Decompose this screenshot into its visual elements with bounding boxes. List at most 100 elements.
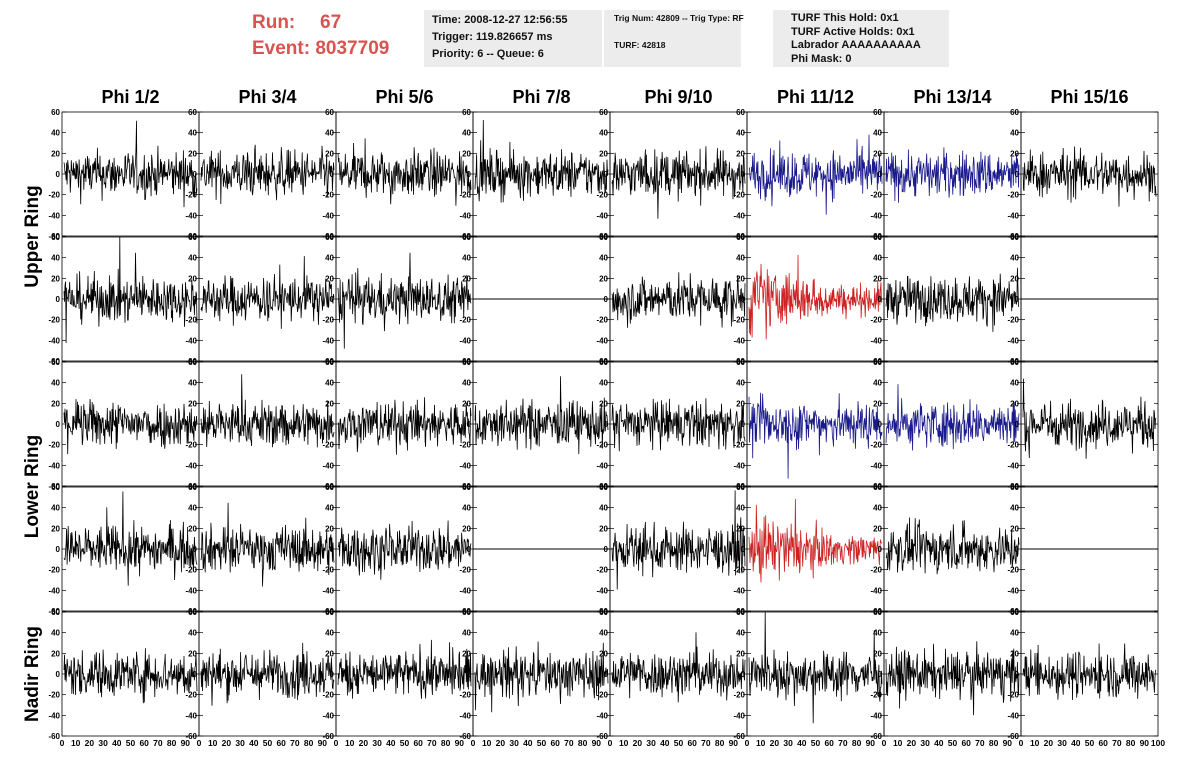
x-tick-label: 60	[413, 738, 423, 748]
y-tick-label: 40	[873, 129, 882, 138]
y-tick-label: 20	[325, 524, 334, 533]
y-tick-label: 20	[599, 399, 608, 408]
y-tick-label: 60	[325, 358, 334, 367]
waveform-trace	[200, 256, 335, 329]
y-tick-label: -20	[870, 441, 882, 450]
y-tick-label: 40	[736, 129, 745, 138]
y-tick-label: -60	[870, 607, 882, 616]
waveform-trace	[1022, 146, 1157, 207]
y-tick-label: 60	[1010, 108, 1019, 117]
y-tick-label: 40	[462, 379, 471, 388]
y-tick-label: 20	[1010, 274, 1019, 283]
time-text: Time: 2008-12-27 12:56:55	[432, 14, 568, 26]
waveform-trace	[63, 236, 198, 344]
y-tick-label: 20	[188, 649, 197, 658]
y-tick-label: 20	[599, 649, 608, 658]
y-tick-label: -60	[733, 482, 745, 491]
waveform-panel	[746, 361, 885, 487]
y-tick-label: 60	[1010, 483, 1019, 492]
y-tick-label: -60	[459, 607, 471, 616]
y-tick-label: -40	[870, 711, 882, 720]
x-tick-label: 10	[482, 738, 492, 748]
x-tick-label: 30	[98, 738, 108, 748]
y-tick-label: 0	[56, 420, 61, 429]
x-tick-label: 10	[756, 738, 766, 748]
x-tick-label: 30	[372, 738, 382, 748]
y-tick-label: -60	[322, 607, 334, 616]
y-tick-label: -60	[1007, 232, 1019, 241]
x-tick-label: 60	[550, 738, 560, 748]
y-tick-label: 0	[330, 420, 335, 429]
y-tick-label: 40	[736, 254, 745, 263]
y-tick-label: 0	[741, 295, 746, 304]
y-tick-label: -40	[596, 711, 608, 720]
y-tick-label: 40	[1010, 379, 1019, 388]
y-tick-label: -40	[1007, 461, 1019, 470]
y-tick-label: 40	[188, 629, 197, 638]
y-tick-label: 40	[188, 254, 197, 263]
column-header: Phi 7/8	[512, 87, 570, 107]
y-tick-label: 0	[1015, 545, 1020, 554]
y-tick-label: 0	[1015, 295, 1020, 304]
y-tick-label: 0	[604, 170, 609, 179]
x-tick-label: 40	[660, 738, 670, 748]
y-tick-label: -40	[322, 711, 334, 720]
y-tick-label: -60	[596, 357, 608, 366]
y-tick-label: 20	[325, 649, 334, 658]
y-tick-label: 60	[325, 483, 334, 492]
y-tick-label: 0	[878, 670, 883, 679]
y-tick-label: 40	[1010, 504, 1019, 513]
y-tick-label: 20	[462, 524, 471, 533]
x-tick-label: 70	[153, 738, 163, 748]
y-tick-label: 40	[1010, 129, 1019, 138]
y-tick-label: -40	[459, 211, 471, 220]
y-tick-label: 20	[873, 274, 882, 283]
waveform-trace	[885, 641, 1020, 716]
y-tick-label: -40	[733, 711, 745, 720]
waveform-panel	[61, 111, 200, 237]
waveform-trace	[1022, 378, 1157, 459]
y-tick-label: 0	[467, 670, 472, 679]
y-tick-label: 40	[188, 504, 197, 513]
y-tick-label: 60	[462, 233, 471, 242]
y-tick-label: 40	[736, 504, 745, 513]
x-tick-label: 40	[249, 738, 259, 748]
waveform-trace	[748, 134, 883, 215]
y-tick-label: 40	[1010, 629, 1019, 638]
y-tick-label: -40	[1007, 711, 1019, 720]
x-tick-label: 20	[85, 738, 95, 748]
y-tick-label: -20	[459, 566, 471, 575]
y-tick-label: 20	[599, 524, 608, 533]
column-header: Phi 5/6	[375, 87, 433, 107]
x-tick-label: 80	[167, 738, 177, 748]
waveform-trace	[885, 517, 1020, 575]
x-tick-label: 20	[1044, 738, 1054, 748]
y-tick-label: -60	[48, 357, 60, 366]
y-tick-label: 0	[56, 295, 61, 304]
waveform-trace	[474, 376, 609, 455]
y-tick-label: -40	[322, 211, 334, 220]
waveform-trace	[63, 120, 198, 208]
y-tick-label: 20	[188, 524, 197, 533]
waveform-trace	[200, 144, 335, 205]
waveform-trace	[748, 611, 883, 724]
y-tick-label: 20	[1010, 649, 1019, 658]
x-tick-label: 50	[263, 738, 273, 748]
y-tick-label: 40	[325, 129, 334, 138]
y-tick-label: -20	[596, 566, 608, 575]
y-tick-label: 0	[56, 545, 61, 554]
y-tick-label: 0	[56, 170, 61, 179]
waveform-trace	[885, 384, 1020, 451]
waveform-trace	[200, 642, 335, 706]
run-info: Run: 67 Event: 8037709	[252, 10, 422, 66]
y-tick-label: -20	[733, 691, 745, 700]
trig-num-text: Trig Num: 42809 -- Trig Type: RF	[614, 13, 744, 23]
turf-this-hold-text: TURF This Hold: 0x1	[791, 12, 899, 24]
y-tick-label: -20	[185, 191, 197, 200]
x-tick-label: 70	[1112, 738, 1122, 748]
y-tick-label: 40	[873, 254, 882, 263]
y-tick-label: 0	[741, 170, 746, 179]
turf-text: TURF: 42818	[614, 40, 666, 50]
labrador-text: Labrador AAAAAAAAAA	[791, 39, 921, 51]
